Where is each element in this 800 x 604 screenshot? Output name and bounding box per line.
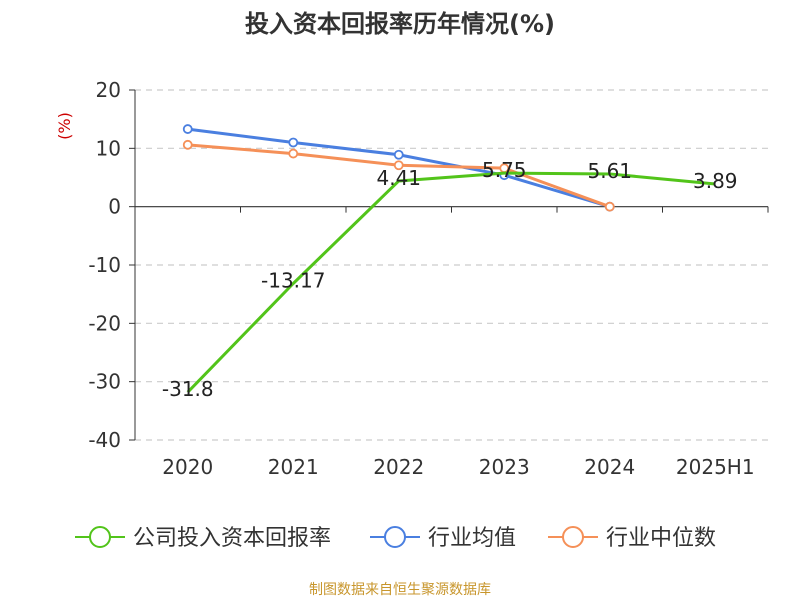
y-axis-label: (%) — [55, 112, 74, 140]
y-tick-label: 0 — [108, 195, 121, 219]
x-tick-label: 2025H1 — [676, 455, 755, 479]
y-tick-label: -40 — [88, 428, 121, 452]
legend-swatch-marker — [562, 526, 584, 548]
data-label: -31.8 — [162, 377, 214, 401]
data-label: 3.89 — [693, 169, 738, 193]
y-tick-label: -20 — [88, 311, 121, 335]
x-tick-label: 2023 — [479, 455, 530, 479]
data-point — [288, 148, 299, 159]
data-label: 4.41 — [376, 166, 421, 190]
y-tick-label: -30 — [88, 370, 121, 394]
data-point — [288, 137, 299, 148]
data-label: 5.75 — [482, 158, 527, 182]
data-label: 5.61 — [587, 159, 632, 183]
legend-label: 公司投入资本回报率 — [133, 526, 331, 551]
x-tick-label: 2022 — [373, 455, 424, 479]
data-point — [604, 201, 615, 212]
legend: 公司投入资本回报率 行业均值 行业中位数 — [75, 526, 716, 551]
data-point — [182, 139, 193, 150]
x-tick-label: 2020 — [162, 455, 213, 479]
legend-item: 行业中位数 — [548, 526, 716, 551]
legend-swatch-marker — [384, 526, 406, 548]
legend-label: 行业中位数 — [606, 526, 716, 551]
data-label: -13.17 — [261, 268, 325, 292]
x-tick-label: 2021 — [268, 455, 319, 479]
data-point — [182, 124, 193, 134]
data-label-layer: -31.8 -13.17 4.41 5.75 5.61 3.89 — [162, 158, 738, 401]
grid-layer — [135, 89, 768, 441]
series-layer — [182, 124, 716, 394]
legend-item: 行业均值 — [370, 526, 516, 551]
legend-label: 行业均值 — [428, 526, 516, 551]
legend-swatch-marker — [89, 526, 111, 548]
data-point — [393, 160, 404, 171]
x-tick-label: 2024 — [584, 455, 635, 479]
chart-title: 投入资本回报率历年情况(%) — [245, 10, 555, 38]
y-tick-label: 20 — [96, 78, 121, 102]
axis-layer: 20 10 0 -10 -20 -30 -40 2020 2021 2022 2023 2024 202… — [88, 78, 769, 479]
source-note: 制图数据来自恒生聚源数据库 — [309, 582, 491, 598]
legend-item: 公司投入资本回报率 — [75, 526, 331, 551]
data-point — [393, 149, 404, 160]
series-line — [186, 171, 716, 394]
y-tick-label: -10 — [88, 253, 121, 277]
y-tick-label: 10 — [96, 136, 121, 160]
